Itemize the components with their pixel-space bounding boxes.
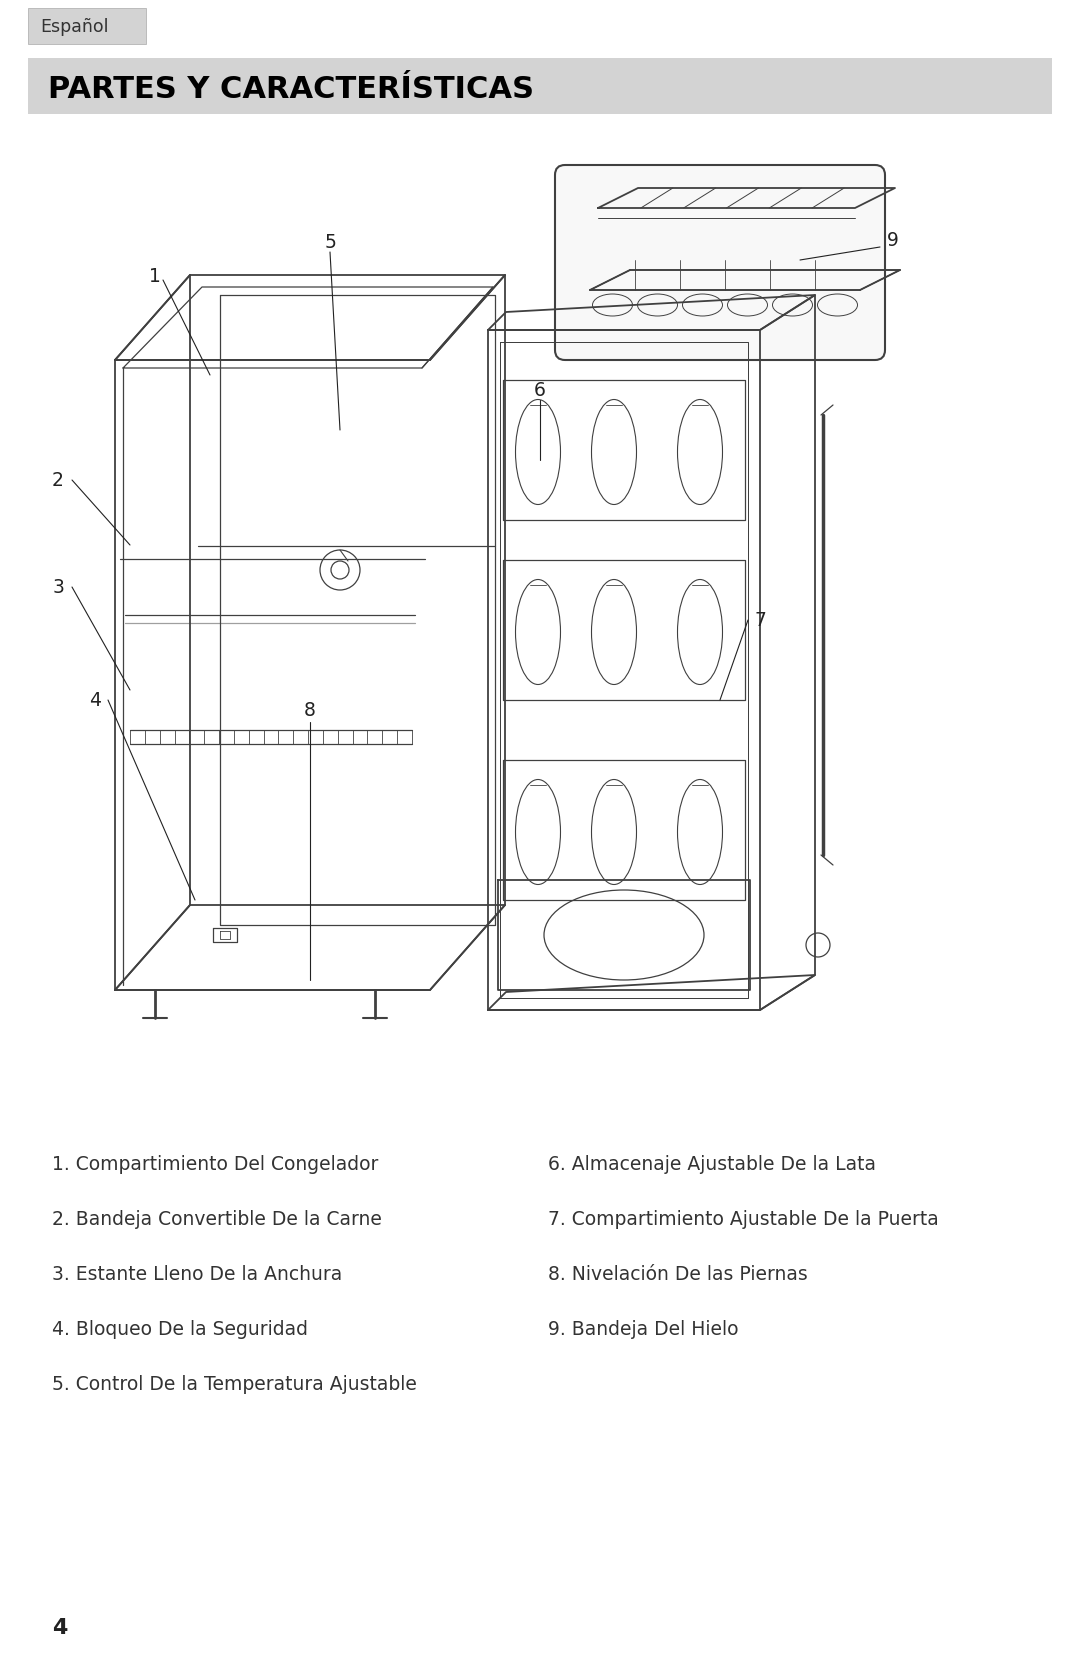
Text: 2: 2 <box>52 471 64 489</box>
Text: 9. Bandeja Del Hielo: 9. Bandeja Del Hielo <box>548 1320 739 1339</box>
Text: 6: 6 <box>535 381 545 399</box>
FancyBboxPatch shape <box>28 8 146 43</box>
Text: 1. Compartimiento Del Congelador: 1. Compartimiento Del Congelador <box>52 1155 378 1173</box>
Text: 7: 7 <box>754 611 766 629</box>
Text: 4: 4 <box>89 691 102 709</box>
Text: 8. Nivelación De las Piernas: 8. Nivelación De las Piernas <box>548 1265 808 1283</box>
Text: 4. Bloqueo De la Seguridad: 4. Bloqueo De la Seguridad <box>52 1320 308 1339</box>
Text: PARTES Y CARACTERÍSTICAS: PARTES Y CARACTERÍSTICAS <box>48 75 534 103</box>
Text: 6. Almacenaje Ajustable De la Lata: 6. Almacenaje Ajustable De la Lata <box>548 1155 876 1173</box>
Text: 8: 8 <box>305 701 316 719</box>
Text: 1: 1 <box>149 267 161 287</box>
Text: 3. Estante Lleno De la Anchura: 3. Estante Lleno De la Anchura <box>52 1265 342 1283</box>
Text: Español: Español <box>40 18 108 37</box>
Text: 9: 9 <box>887 230 899 249</box>
Text: 4: 4 <box>52 1617 67 1637</box>
Text: 7. Compartimiento Ajustable De la Puerta: 7. Compartimiento Ajustable De la Puerta <box>548 1210 939 1228</box>
Text: 5: 5 <box>324 232 336 252</box>
Text: 2. Bandeja Convertible De la Carne: 2. Bandeja Convertible De la Carne <box>52 1210 382 1228</box>
FancyBboxPatch shape <box>28 58 1052 113</box>
Text: 3: 3 <box>52 577 64 596</box>
Text: 5. Control De la Temperatura Ajustable: 5. Control De la Temperatura Ajustable <box>52 1375 417 1394</box>
FancyBboxPatch shape <box>555 165 885 361</box>
